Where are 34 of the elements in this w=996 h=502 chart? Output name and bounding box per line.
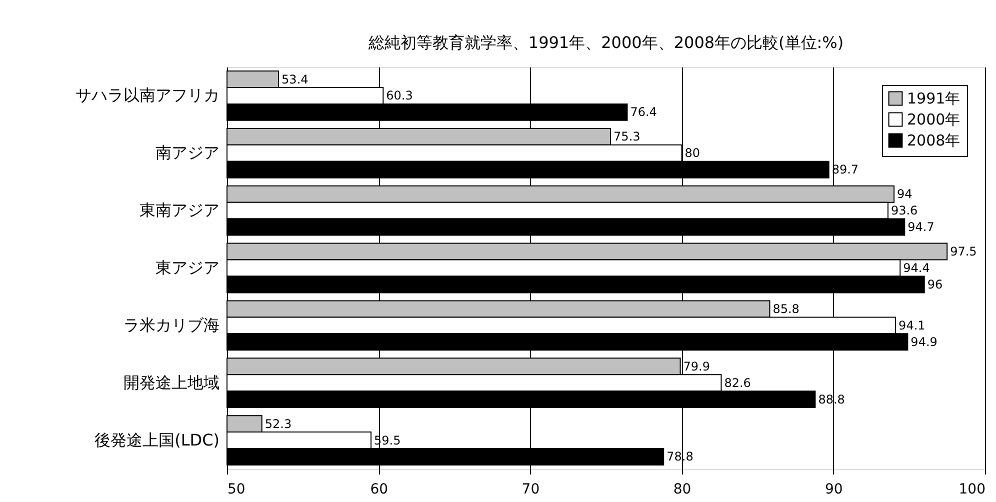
data-label: 96 [927,277,943,292]
x-tick-label: 50 [228,482,246,498]
data-label: 94.9 [910,334,938,349]
x-tick-label: 70 [522,482,540,498]
data-label: 94.7 [908,220,934,234]
data-label: 97.5 [950,244,977,259]
y-tick-label: 開発途上地域 [124,372,220,392]
y-tick-label: サハラ以南アフリカ [76,86,220,105]
data-label: 53.4 [282,72,308,86]
data-label: 79.9 [683,359,710,374]
x-tick-label: 100 [958,482,986,498]
data-label: 94.1 [898,318,926,332]
data-label: 94.4 [903,261,930,275]
x-tick-label: 90 [824,482,843,498]
data-label: 80 [684,146,700,160]
y-tick-label: 東南アジア [140,200,220,220]
data-label: 85.8 [772,302,800,316]
x-tick-label: 80 [673,482,692,498]
data-label: 75.3 [614,130,640,144]
legend-label: 2008年 [907,132,960,150]
data-label: 93.6 [890,204,918,218]
y-tick-label: 東アジア [156,258,220,277]
y-tick-label: 南アジア [156,143,220,162]
chart-title: 総純初等教育就学率、1991年、2000年、2008年の比較(単位:%) [367,33,844,52]
data-label: 52.3 [264,416,292,431]
x-tick-label: 60 [370,482,388,498]
legend-label: 1991年 [907,90,960,108]
data-label: 76.4 [630,105,657,120]
legend-label: 2000年 [907,110,960,128]
data-label: 82.6 [724,376,751,390]
data-label: 60.3 [386,88,413,103]
y-tick-label: 後発途上国(LDC) [94,430,220,450]
y-tick-label: ラ米カリブ海 [124,315,220,334]
data-label: 94 [897,187,912,202]
